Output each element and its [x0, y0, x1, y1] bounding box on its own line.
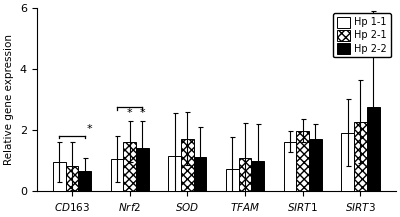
Bar	[354, 122, 367, 191]
Y-axis label: Relative gene expression: Relative gene expression	[4, 34, 14, 165]
Text: *: *	[86, 124, 92, 134]
Bar	[66, 166, 78, 191]
Bar	[239, 158, 252, 191]
Bar	[111, 159, 123, 191]
Bar	[53, 162, 66, 191]
Bar	[284, 142, 296, 191]
Bar	[342, 133, 354, 191]
Bar	[226, 169, 239, 191]
Bar	[78, 171, 91, 191]
Legend: Hp 1-1, Hp 2-1, Hp 2-2: Hp 1-1, Hp 2-1, Hp 2-2	[333, 13, 391, 58]
Bar	[168, 156, 181, 191]
Bar	[136, 148, 149, 191]
Bar	[194, 157, 206, 191]
Bar	[123, 142, 136, 191]
Bar	[252, 161, 264, 191]
Bar	[367, 107, 380, 191]
Bar	[181, 139, 194, 191]
Text: *: *	[127, 108, 132, 118]
Text: *: *	[140, 108, 145, 118]
Bar	[296, 131, 309, 191]
Bar	[309, 139, 322, 191]
